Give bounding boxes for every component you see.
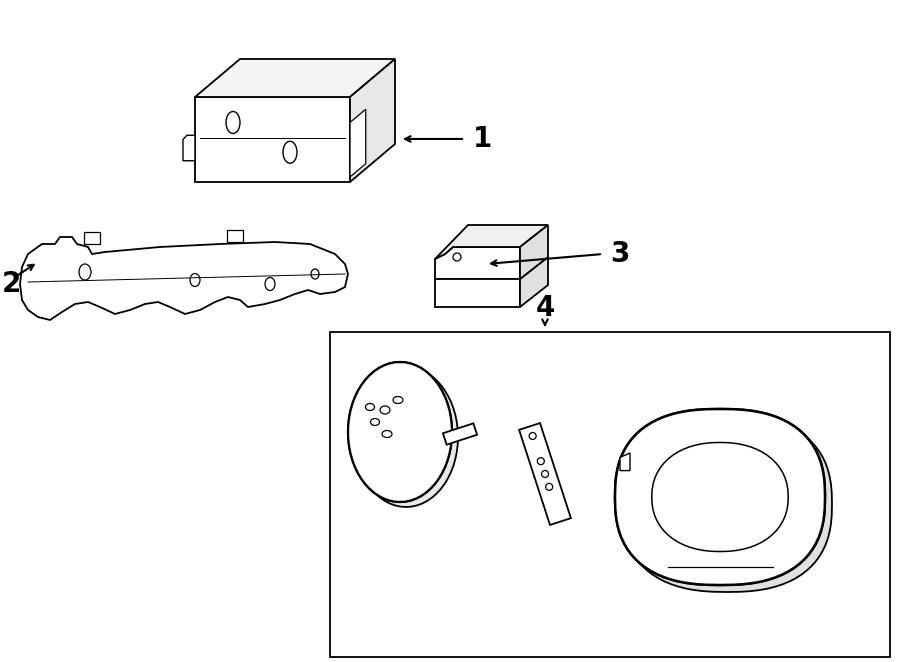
Ellipse shape [79,264,91,280]
Polygon shape [615,409,825,585]
Polygon shape [350,109,365,177]
Polygon shape [652,442,788,551]
Polygon shape [195,97,350,182]
Ellipse shape [190,273,200,287]
Ellipse shape [283,141,297,164]
Text: 4: 4 [536,294,554,322]
Polygon shape [354,367,458,507]
Ellipse shape [265,277,275,291]
Polygon shape [615,409,825,585]
Polygon shape [183,135,195,161]
Polygon shape [20,237,348,320]
Polygon shape [84,232,100,244]
Polygon shape [435,247,520,279]
Text: 1: 1 [473,125,492,153]
Ellipse shape [537,457,544,465]
Ellipse shape [393,397,403,404]
Bar [330,332,890,657]
Polygon shape [227,230,243,242]
Polygon shape [195,59,395,97]
Ellipse shape [529,432,536,440]
Polygon shape [620,453,630,471]
Polygon shape [519,423,571,525]
Polygon shape [443,424,477,445]
Text: 2: 2 [2,270,22,298]
Polygon shape [622,416,832,592]
Polygon shape [350,59,395,182]
Ellipse shape [371,418,380,426]
Polygon shape [435,279,520,307]
Ellipse shape [542,471,548,477]
Ellipse shape [380,406,390,414]
Polygon shape [348,362,452,502]
Ellipse shape [226,111,240,134]
Ellipse shape [453,253,461,261]
Polygon shape [348,362,452,502]
Polygon shape [435,225,548,259]
Polygon shape [520,225,548,279]
Text: 3: 3 [610,240,629,268]
Ellipse shape [365,404,374,410]
Ellipse shape [545,483,553,491]
Ellipse shape [311,269,319,279]
Ellipse shape [382,430,392,438]
Polygon shape [520,257,548,307]
